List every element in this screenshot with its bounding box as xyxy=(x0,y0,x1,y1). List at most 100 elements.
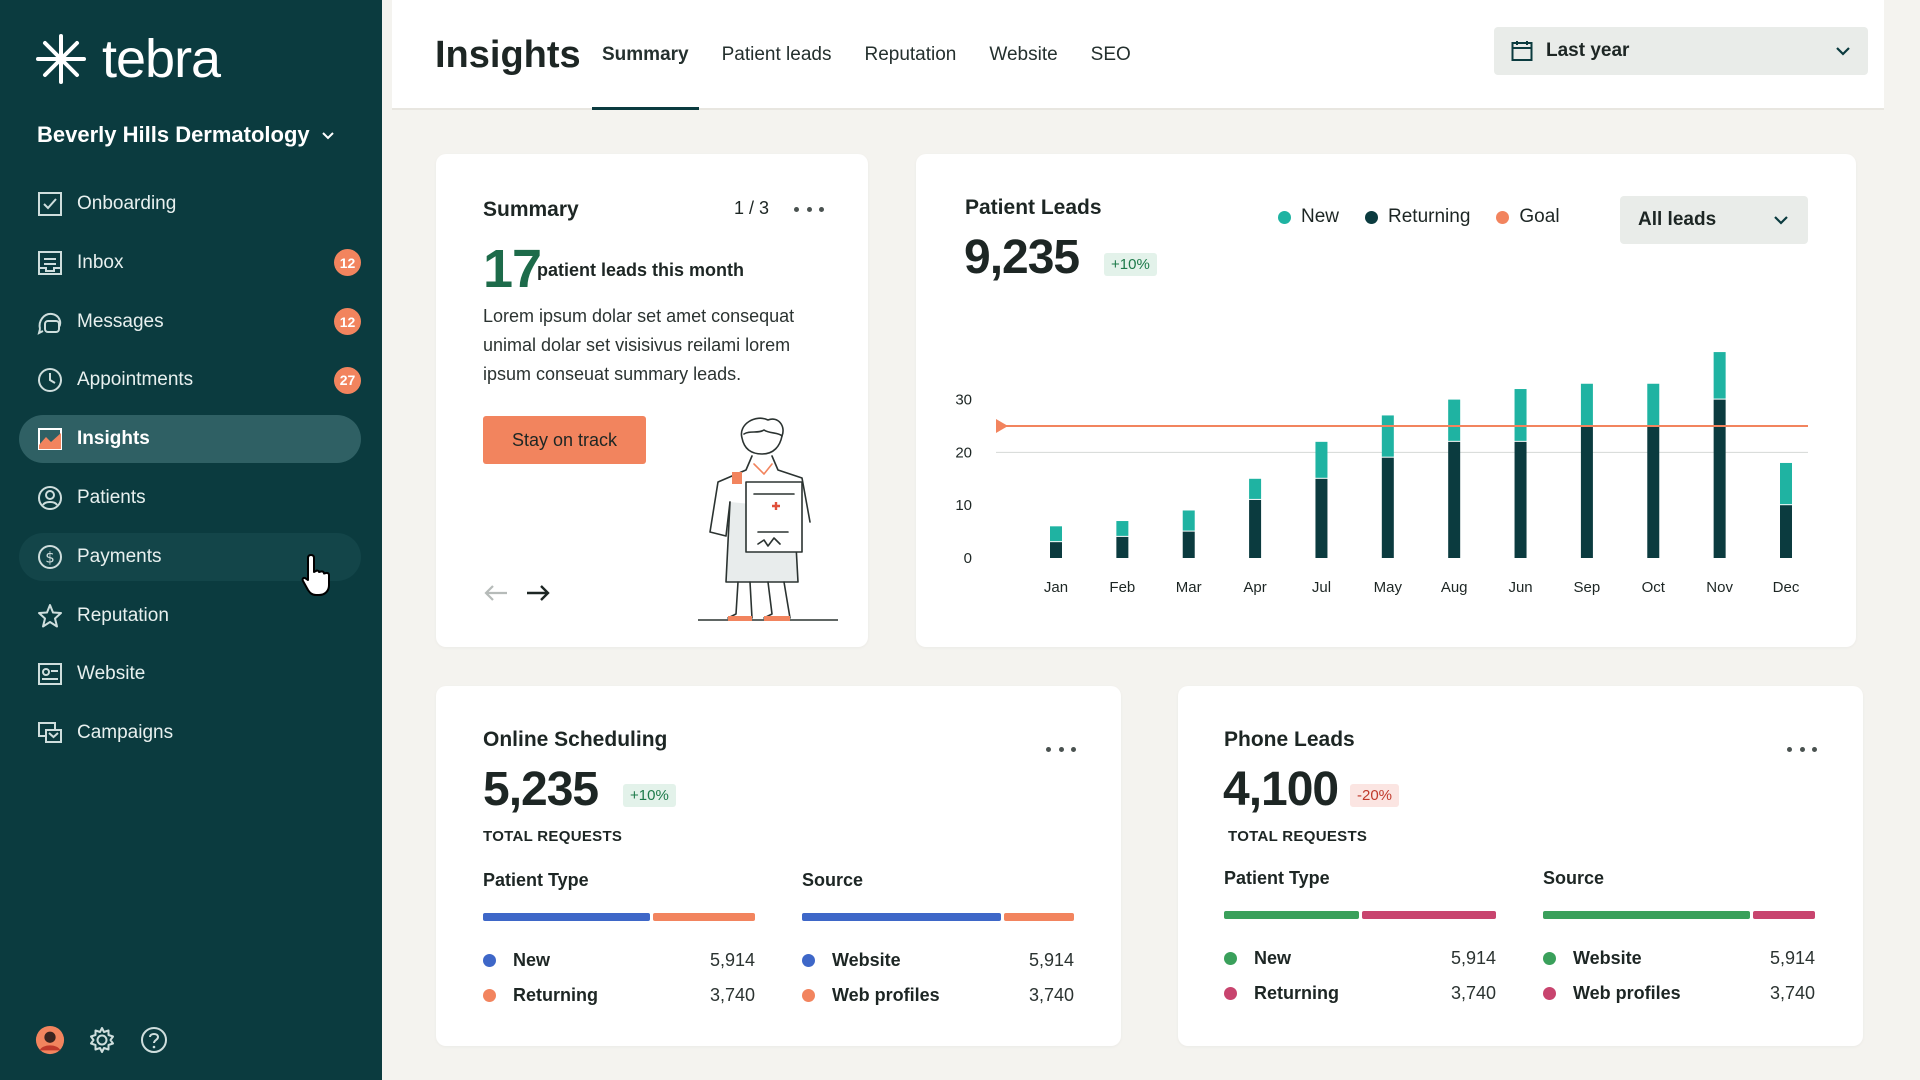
leads-filter-select[interactable]: All leads xyxy=(1620,196,1808,244)
stay-on-track-button[interactable]: Stay on track xyxy=(483,416,646,464)
bar-segment-returning xyxy=(652,913,755,921)
bar-returning-may xyxy=(1381,457,1394,558)
x-tick-label: Sep xyxy=(1574,579,1601,596)
y-tick-label: 30 xyxy=(955,392,972,409)
sidebar-item-label: Website xyxy=(77,663,146,685)
x-tick-label: Mar xyxy=(1176,579,1202,596)
sidebar-item-label: Payments xyxy=(77,545,162,567)
bar-new-apr xyxy=(1249,478,1262,499)
summary-pagination: 1 / 3 xyxy=(734,198,770,218)
bar-segment-website xyxy=(1543,911,1751,919)
tab-reputation[interactable]: Reputation xyxy=(864,44,957,65)
sidebar-nav: Onboarding Inbox 12 Messages 12 Appointm… xyxy=(19,180,361,768)
bar-new-aug xyxy=(1448,399,1461,441)
x-tick-label: Dec xyxy=(1773,579,1800,596)
user-icon xyxy=(38,485,62,510)
patient-leads-chart: 0 10 20 30 Jan Feb Mar Apr Jul May Aug Jun Sep Oct Nov… xyxy=(955,352,1808,596)
chevron-down-icon xyxy=(321,132,334,140)
sidebar-item-payments[interactable]: $ Payments xyxy=(19,532,361,581)
x-tick-label: Oct xyxy=(1642,579,1666,596)
bar-segment-new xyxy=(1224,911,1359,919)
x-tick-label: Nov xyxy=(1706,579,1733,596)
bar-segment-web-profiles xyxy=(1004,913,1074,921)
y-tick-label: 20 xyxy=(955,444,972,461)
tebra-logo-icon xyxy=(36,34,86,84)
practice-selector[interactable]: Beverly Hills Dermatology xyxy=(37,122,336,148)
x-tick-label: May xyxy=(1374,579,1403,596)
chevron-down-icon xyxy=(1836,47,1850,56)
summary-more-button[interactable] xyxy=(794,204,824,214)
sidebar-item-website[interactable]: Website xyxy=(19,650,361,698)
practice-name: Beverly Hills Dermatology xyxy=(37,122,310,147)
settings-button[interactable] xyxy=(86,1024,118,1056)
page-title: Insights xyxy=(435,34,581,76)
date-range-select[interactable]: Last year xyxy=(1494,27,1868,75)
leads-filter-value: All leads xyxy=(1638,209,1717,230)
sidebar-footer xyxy=(34,1024,170,1056)
patient-type-heading: Patient Type xyxy=(483,870,589,890)
sidebar-item-appointments[interactable]: Appointments 27 xyxy=(19,356,361,404)
sidebar-item-patients[interactable]: Patients xyxy=(19,474,361,522)
sidebar-item-inbox[interactable]: Inbox 12 xyxy=(19,239,361,287)
patient-type-heading: Patient Type xyxy=(1224,868,1330,888)
messages-count-badge: 12 xyxy=(334,308,361,336)
arrow-right-icon[interactable] xyxy=(524,581,552,605)
sidebar-item-label: Messages xyxy=(77,310,164,332)
x-tick-label: Jul xyxy=(1312,579,1331,596)
y-tick-label: 10 xyxy=(955,497,972,514)
help-icon xyxy=(141,1027,167,1053)
summary-description: Lorem ipsum dolar set amet consequat uni… xyxy=(483,306,795,384)
sidebar-item-label: Appointments xyxy=(77,369,194,391)
list-item: Web profiles 3,740 xyxy=(1543,976,1815,1011)
online-scheduling-more-button[interactable] xyxy=(1046,744,1076,754)
pointer-cursor-icon xyxy=(301,554,330,596)
bar-returning-jul xyxy=(1315,478,1328,558)
arrow-left-icon[interactable] xyxy=(482,581,510,605)
star-icon xyxy=(38,603,62,628)
clock-icon xyxy=(38,368,62,393)
inbox-icon xyxy=(38,250,62,275)
x-tick-label: Jan xyxy=(1044,579,1068,596)
phone-source: Source Website 5,914 Web profiles 3,740 xyxy=(1543,868,1815,1011)
tab-patient-leads[interactable]: Patient leads xyxy=(721,44,832,65)
phone-leads-more-button[interactable] xyxy=(1787,744,1817,754)
x-tick-label: Aug xyxy=(1441,579,1468,596)
tab-website[interactable]: Website xyxy=(989,44,1058,65)
online-scheduling-card: Online Scheduling 5,235 +10% TOTAL REQUE… xyxy=(436,686,1121,1046)
dollar-icon: $ xyxy=(38,544,62,569)
bar-returning-feb xyxy=(1116,536,1129,558)
tab-seo[interactable]: SEO xyxy=(1090,44,1131,65)
phone-leads-sub: TOTAL REQUESTS xyxy=(1228,828,1368,845)
scheduling-patient-type: Patient Type New 5,914 Returning 3,740 xyxy=(483,870,755,1013)
bar-segment-returning xyxy=(1361,911,1496,919)
sidebar-item-label: Reputation xyxy=(77,604,169,626)
bar-new-jun xyxy=(1514,389,1527,441)
calendar-icon xyxy=(1511,41,1533,61)
appointments-count-badge: 27 xyxy=(334,366,361,394)
brand-logo[interactable]: tebra xyxy=(34,28,221,90)
phone-leads-total: 4,100 xyxy=(1223,763,1339,816)
bar-returning-dec xyxy=(1780,505,1792,558)
x-tick-label: Jun xyxy=(1508,579,1532,596)
user-avatar-icon xyxy=(35,1025,65,1055)
sidebar-item-insights[interactable]: Insights xyxy=(19,415,361,464)
list-item: Returning 3,740 xyxy=(483,978,755,1013)
sidebar-item-reputation[interactable]: Reputation xyxy=(19,592,361,640)
sidebar-item-onboarding[interactable]: Onboarding xyxy=(19,180,361,228)
sidebar-item-campaigns[interactable]: Campaigns xyxy=(19,709,361,757)
bar-returning-apr xyxy=(1249,499,1262,558)
bar-returning-jan xyxy=(1050,542,1062,558)
bar-new-dec xyxy=(1780,462,1792,505)
tab-summary[interactable]: Summary xyxy=(592,0,699,110)
chart-icon xyxy=(38,428,62,451)
sidebar-item-messages[interactable]: Messages 12 xyxy=(19,298,361,346)
avatar[interactable] xyxy=(34,1024,66,1056)
x-tick-label: Feb xyxy=(1109,579,1135,596)
source-bar xyxy=(1543,911,1815,919)
online-scheduling-title: Online Scheduling xyxy=(483,728,668,751)
bar-new-jan xyxy=(1050,526,1062,542)
phone-leads-title: Phone Leads xyxy=(1224,728,1355,751)
x-tick-label: Apr xyxy=(1243,579,1266,596)
help-button[interactable] xyxy=(138,1024,170,1056)
bar-new-mar xyxy=(1182,510,1195,531)
